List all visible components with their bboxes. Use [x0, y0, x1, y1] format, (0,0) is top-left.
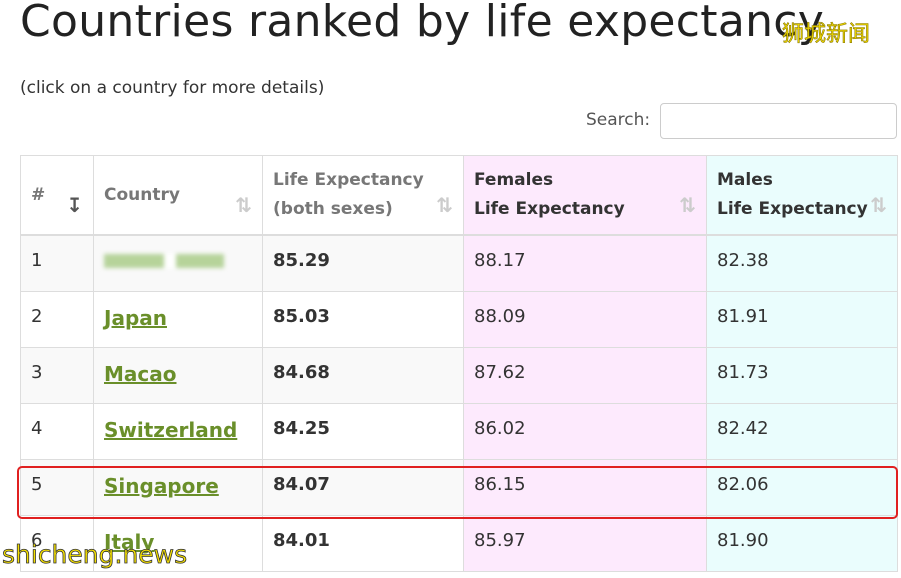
watermark: 狮城新闻 [782, 22, 871, 48]
page-title: Countries ranked by life expectancy [20, 0, 825, 47]
table-body: 1 85.29 88.17 82.38 2 Japan 85.03 88.09 81.91 3 Ma… [20, 234, 898, 572]
table-row: 1 85.29 88.17 82.38 [20, 234, 898, 292]
subtitle: (click on a country for more details) [20, 78, 325, 98]
table-row: 5 Singapore 84.07 86.15 82.06 [20, 458, 898, 516]
column-header[interactable]: Females Life Expectancy [463, 155, 707, 236]
search-label: Search: [586, 110, 651, 130]
table-cell: 4 [20, 402, 94, 460]
table-cell: 82.06 [706, 458, 898, 516]
table-cell: 1 [20, 234, 94, 292]
header-text: # [31, 184, 46, 205]
cell-text: 81.91 [717, 305, 769, 327]
header-text: Males [717, 170, 773, 190]
cell-text: 4 [31, 417, 43, 439]
header-text: Females [474, 170, 554, 190]
country-link[interactable]: Japan [104, 305, 167, 330]
cell-text: 81.73 [717, 361, 769, 383]
table-cell: 3 [20, 346, 94, 404]
cell-text: 88.09 [474, 305, 526, 327]
header-text: Life Expectancy [273, 170, 424, 190]
cell-text: 2 [31, 305, 43, 327]
cell-text: 84.01 [273, 529, 330, 551]
column-header[interactable]: # [20, 155, 94, 236]
table-row: 3 Macao 84.68 87.62 81.73 [20, 346, 898, 404]
cell-text: 3 [31, 361, 43, 383]
cell-text: 85.97 [474, 529, 526, 551]
cell-text: 86.02 [474, 417, 526, 439]
cell-text: 6 [31, 529, 43, 551]
cell-text: 85.29 [273, 250, 330, 271]
table-row: 4 Switzerland 84.25 86.02 82.42 [20, 402, 898, 460]
table-cell: 87.62 [463, 346, 707, 404]
table-cell: 88.17 [463, 234, 707, 292]
table-cell: 85.29 [262, 234, 464, 292]
cell-text: 87.62 [474, 361, 526, 383]
header-text: Country [104, 184, 180, 205]
cell-text: 84.07 [273, 473, 330, 495]
country-link[interactable]: Singapore [104, 473, 219, 498]
cell-text: 1 [31, 250, 43, 271]
table-cell: 82.42 [706, 402, 898, 460]
header-row: # Country Life Expectancy (both sexes) Femal… [20, 155, 898, 236]
cell-text: 86.15 [474, 473, 526, 495]
highlight-box [17, 466, 898, 519]
table-cell: 81.90 [706, 514, 898, 572]
table-cell: 84.25 [262, 402, 464, 460]
country-link[interactable]: Italy [104, 529, 155, 554]
column-header[interactable]: Males Life Expectancy [706, 155, 898, 236]
cell-text: 82.06 [717, 473, 769, 495]
table-row: 6 Italy 84.01 85.97 81.90 [20, 514, 898, 572]
table-cell: 84.01 [262, 514, 464, 572]
header-text: (both sexes) [273, 199, 393, 219]
table-cell: 84.68 [262, 346, 464, 404]
cell-text: 88.17 [474, 250, 526, 271]
search-input[interactable] [660, 103, 897, 139]
header-text: Life Expectancy [717, 199, 868, 219]
table-cell: 86.15 [463, 458, 707, 516]
table-cell: 81.91 [706, 290, 898, 348]
column-header[interactable]: Life Expectancy (both sexes) [262, 155, 464, 236]
cell-text: 85.03 [273, 305, 330, 327]
blurred-country [104, 254, 224, 268]
table-cell: 88.09 [463, 290, 707, 348]
table-cell: 86.02 [463, 402, 707, 460]
column-header[interactable]: Country [93, 155, 263, 236]
cell-text: 82.42 [717, 417, 769, 439]
cell-text: 84.25 [273, 417, 330, 439]
table-cell: 85.97 [463, 514, 707, 572]
cell-text: 5 [31, 473, 43, 495]
table-row: 2 Japan 85.03 88.09 81.91 [20, 290, 898, 348]
table-cell [93, 234, 263, 292]
table-cell: 81.73 [706, 346, 898, 404]
table-cell: 2 [20, 290, 94, 348]
table-cell: Singapore [93, 458, 263, 516]
watermark: shicheng.news [2, 540, 188, 570]
table-cell: Switzerland [93, 402, 263, 460]
cell-text: 82.38 [717, 250, 769, 271]
ranking-table: # Country Life Expectancy (both sexes) Femal… [20, 155, 898, 572]
table-cell: Macao [93, 346, 263, 404]
table-cell: Japan [93, 290, 263, 348]
cell-text: 84.68 [273, 361, 330, 383]
table-cell: 85.03 [262, 290, 464, 348]
table-cell: 6 [20, 514, 94, 572]
country-link[interactable]: Switzerland [104, 417, 238, 442]
cell-text: 81.90 [717, 529, 769, 551]
table-cell: Italy [93, 514, 263, 572]
header-text: Life Expectancy [474, 199, 625, 219]
table-cell: 82.38 [706, 234, 898, 292]
table-cell: 84.07 [262, 458, 464, 516]
country-link[interactable]: Macao [104, 361, 177, 386]
